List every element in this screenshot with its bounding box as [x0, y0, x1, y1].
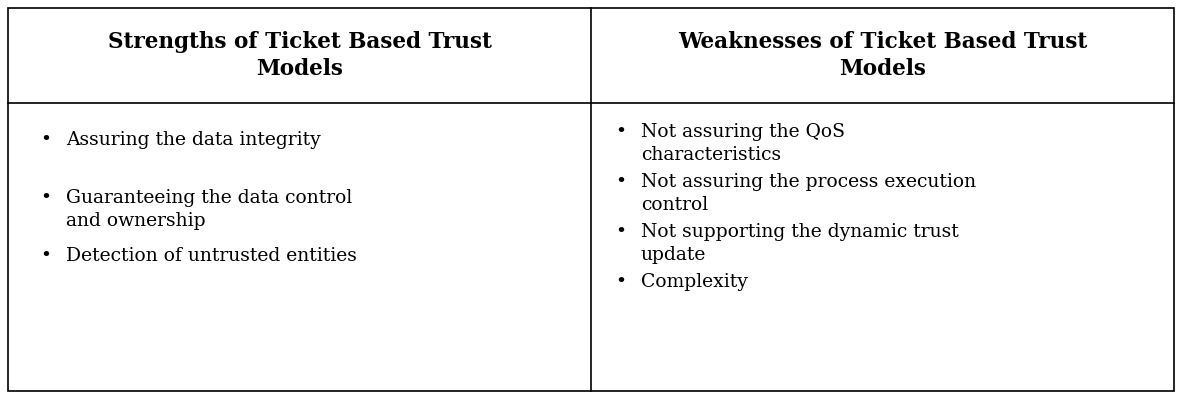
Text: •: • [616, 173, 626, 191]
Text: Not assuring the QoS
characteristics: Not assuring the QoS characteristics [641, 123, 845, 164]
Text: Not assuring the process execution
control: Not assuring the process execution contr… [641, 173, 976, 214]
Text: •: • [40, 189, 52, 207]
Text: Assuring the data integrity: Assuring the data integrity [66, 131, 320, 149]
Text: Guaranteeing the data control
and ownership: Guaranteeing the data control and owners… [66, 189, 352, 230]
Text: •: • [40, 131, 52, 149]
Text: Not supporting the dynamic trust
update: Not supporting the dynamic trust update [641, 223, 959, 264]
Text: Complexity: Complexity [641, 273, 748, 291]
Text: Detection of untrusted entities: Detection of untrusted entities [66, 247, 357, 265]
Text: •: • [40, 247, 52, 265]
Text: •: • [616, 223, 626, 241]
Text: Weaknesses of Ticket Based Trust
Models: Weaknesses of Ticket Based Trust Models [677, 31, 1087, 80]
Text: •: • [616, 123, 626, 141]
Text: •: • [616, 273, 626, 291]
Text: Strengths of Ticket Based Trust
Models: Strengths of Ticket Based Trust Models [108, 31, 492, 80]
